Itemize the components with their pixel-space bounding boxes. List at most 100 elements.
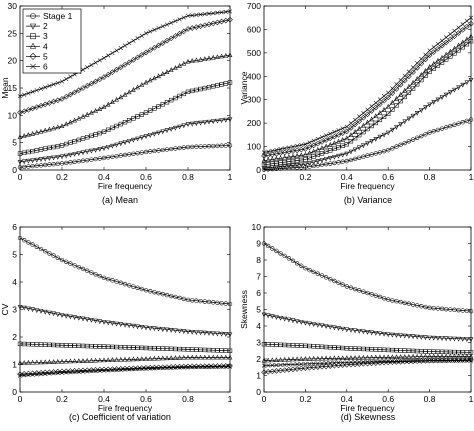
data-point xyxy=(307,321,312,327)
data-point xyxy=(122,281,128,287)
data-point xyxy=(177,93,182,99)
y-tick-label: 20 xyxy=(8,56,18,66)
data-point xyxy=(410,79,416,85)
data-point xyxy=(439,95,445,100)
data-point xyxy=(181,145,186,150)
data-point xyxy=(315,140,321,147)
data-point xyxy=(147,325,153,331)
x-tick-label: 0 xyxy=(262,172,267,182)
x-axis-label: Fire frequency xyxy=(98,403,153,413)
data-point xyxy=(114,321,119,327)
data-point xyxy=(418,108,424,113)
data-point xyxy=(402,333,408,339)
data-point xyxy=(194,354,199,360)
data-point xyxy=(181,347,186,352)
data-point xyxy=(290,318,296,324)
data-point xyxy=(373,293,378,298)
data-point xyxy=(265,162,271,167)
data-point xyxy=(160,291,165,297)
data-point xyxy=(67,368,74,374)
data-point xyxy=(294,343,300,348)
data-point xyxy=(323,157,329,162)
data-point xyxy=(456,25,461,30)
data-point xyxy=(282,146,287,151)
data-point xyxy=(398,354,403,359)
data-point xyxy=(319,363,325,370)
data-point xyxy=(202,299,207,304)
data-point xyxy=(398,299,403,305)
data-point xyxy=(106,344,111,349)
data-point xyxy=(365,119,370,125)
data-point xyxy=(38,128,44,134)
data-point xyxy=(439,357,445,364)
data-point xyxy=(460,120,465,125)
data-point xyxy=(390,146,395,151)
data-point xyxy=(377,331,383,337)
data-point xyxy=(397,81,404,88)
data-point xyxy=(89,357,94,363)
data-point xyxy=(135,114,140,119)
data-point xyxy=(135,366,140,372)
data-point xyxy=(223,143,228,148)
data-point xyxy=(274,147,279,153)
data-point xyxy=(156,130,161,136)
x-axis-label: Fire frequency xyxy=(98,181,153,191)
data-point xyxy=(55,358,61,364)
data-point xyxy=(414,111,420,116)
data-point xyxy=(156,148,161,153)
data-point xyxy=(101,104,107,109)
data-point xyxy=(427,305,432,311)
data-point xyxy=(63,121,69,127)
data-point xyxy=(34,370,40,376)
data-point xyxy=(34,244,39,249)
data-point xyxy=(169,97,174,103)
data-point xyxy=(17,165,23,170)
data-point xyxy=(55,124,61,130)
data-point xyxy=(110,50,115,56)
data-point xyxy=(448,32,453,37)
data-point xyxy=(298,320,304,325)
data-point xyxy=(307,355,312,361)
x-tick-label: 1 xyxy=(469,172,474,182)
data-point xyxy=(47,145,52,151)
data-point xyxy=(282,164,288,170)
data-point xyxy=(332,146,337,151)
data-point xyxy=(34,88,39,93)
data-point xyxy=(110,99,115,105)
data-point xyxy=(59,154,65,160)
data-point xyxy=(127,118,132,123)
data-point xyxy=(361,329,366,335)
data-point xyxy=(435,57,441,63)
data-point xyxy=(114,344,119,350)
data-point xyxy=(127,152,132,157)
series-1 xyxy=(17,235,233,307)
data-point xyxy=(219,300,224,306)
data-point xyxy=(332,140,337,146)
data-point xyxy=(21,305,27,311)
data-point xyxy=(185,347,191,352)
data-point xyxy=(169,365,174,370)
data-point xyxy=(17,134,23,139)
data-point xyxy=(369,359,374,364)
data-point xyxy=(34,104,40,110)
data-point xyxy=(386,359,391,364)
data-point xyxy=(118,280,123,286)
data-point xyxy=(139,33,144,38)
data-point xyxy=(68,140,73,145)
data-point xyxy=(127,367,132,372)
data-point xyxy=(122,140,128,146)
data-point xyxy=(281,367,288,373)
data-point xyxy=(385,354,391,360)
data-point xyxy=(439,54,445,60)
data-point xyxy=(406,90,412,95)
data-point xyxy=(274,363,279,368)
data-point xyxy=(47,83,52,88)
data-point xyxy=(50,369,57,375)
data-point xyxy=(51,155,56,161)
data-point xyxy=(181,60,187,66)
data-point xyxy=(118,94,124,100)
data-point xyxy=(372,104,379,111)
data-point xyxy=(443,306,449,312)
data-point xyxy=(215,348,220,353)
data-point xyxy=(168,355,174,360)
